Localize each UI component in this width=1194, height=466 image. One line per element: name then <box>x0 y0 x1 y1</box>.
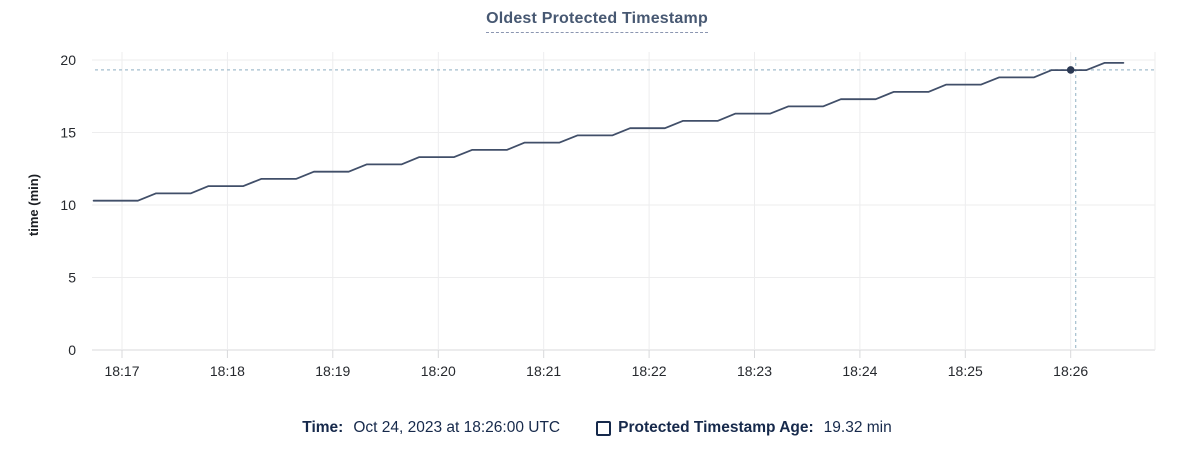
x-tick-label: 18:21 <box>526 363 561 379</box>
x-tick-label: 18:18 <box>210 363 245 379</box>
x-tick-label: 18:17 <box>104 363 139 379</box>
legend-series-value: 19.32 min <box>823 419 892 436</box>
y-axis-title: time (min) <box>26 174 41 236</box>
hover-point-dot <box>1066 66 1075 74</box>
x-tick-label: 18:19 <box>315 363 350 379</box>
y-tick-label: 10 <box>60 197 76 213</box>
x-tick-label: 18:25 <box>948 363 983 379</box>
y-tick-label: 0 <box>68 342 76 358</box>
tooltip-time-value: Oct 24, 2023 at 18:26:00 UTC <box>353 419 561 436</box>
y-tick-label: 5 <box>68 270 76 286</box>
chart-legend: Time: Oct 24, 2023 at 18:26:00 UTC Prote… <box>0 419 1194 437</box>
y-tick-label: 15 <box>60 125 76 141</box>
line-chart[interactable]: 0 5 10 15 20 18:17 18:18 18:19 18:20 18:21 18:22 18… <box>0 0 1194 412</box>
y-tick-label: 20 <box>60 52 76 68</box>
tooltip-time-label: Time: <box>302 419 344 436</box>
chart-title[interactable]: Oldest Protected Timestamp <box>486 10 708 33</box>
legend-series-label[interactable]: Protected Timestamp Age: <box>618 419 814 436</box>
series-checkbox[interactable] <box>596 420 612 436</box>
x-tick-label: 18:24 <box>842 363 877 379</box>
x-tick-label: 18:26 <box>1053 363 1088 379</box>
x-tick-label: 18:23 <box>737 363 772 379</box>
series-line <box>92 62 1125 202</box>
x-tick-label: 18:22 <box>632 363 667 379</box>
chart-header: Oldest Protected Timestamp <box>0 10 1194 33</box>
x-tick-label: 18:20 <box>421 363 456 379</box>
